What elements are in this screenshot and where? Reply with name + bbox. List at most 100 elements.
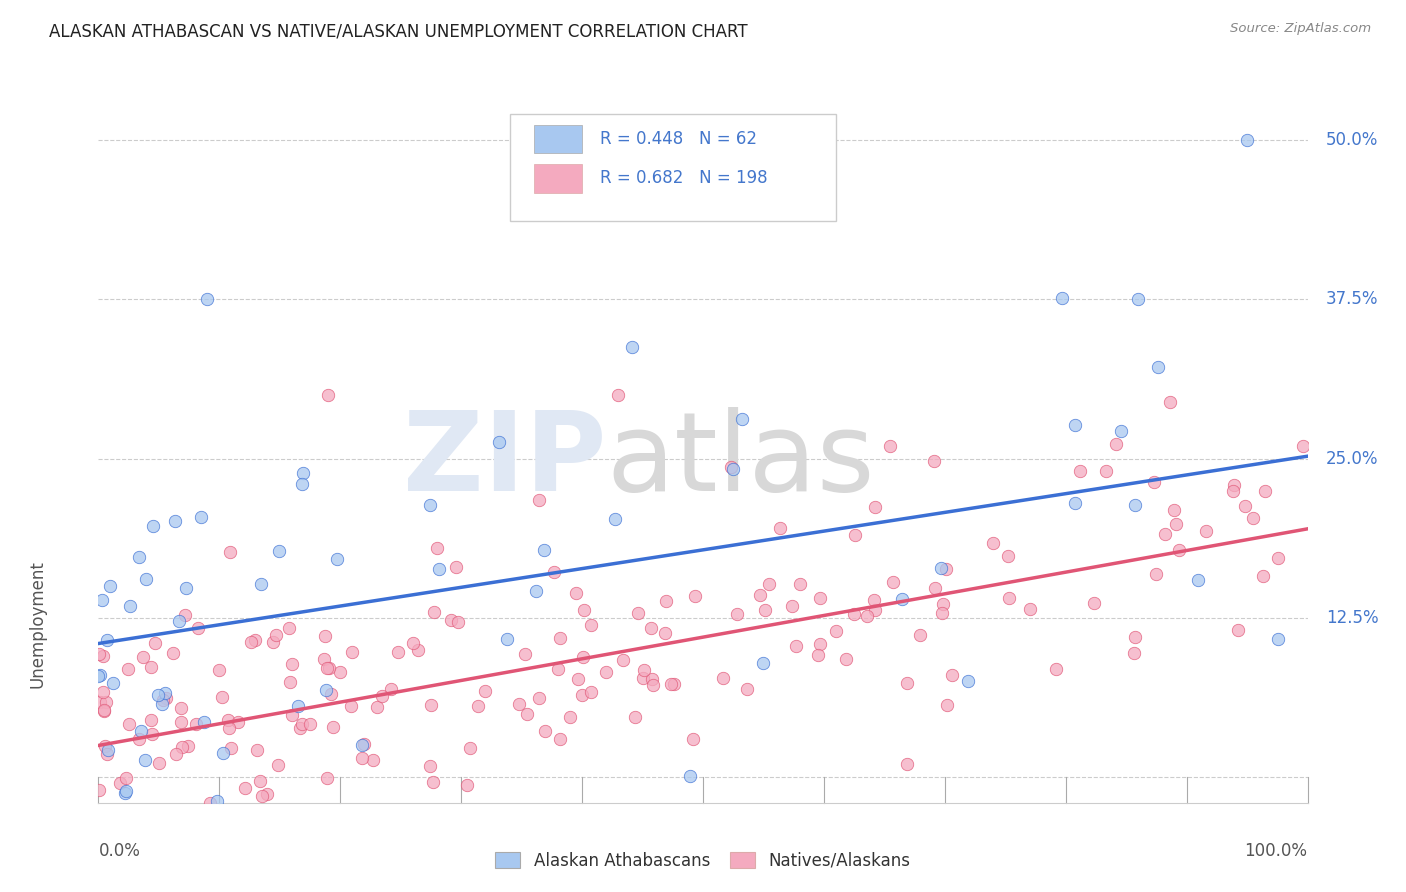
Point [208, 663, 231, 677]
Point [683, 589, 706, 603]
Text: ALASKAN ATHABASCAN VS NATIVE/ALASKAN UNEMPLOYMENT CORRELATION CHART: ALASKAN ATHABASCAN VS NATIVE/ALASKAN UNE… [49, 22, 748, 40]
Point [1083, 596, 1105, 610]
Point [91, 648, 114, 663]
Point [935, 561, 957, 575]
Point [236, 820, 259, 834]
Point [96, 633, 118, 648]
Point [371, 689, 394, 703]
Text: 0.0%: 0.0% [98, 842, 141, 860]
Point [1105, 437, 1128, 451]
Point [420, 698, 443, 712]
Point [425, 829, 447, 843]
Point [219, 545, 242, 559]
Point [211, 746, 233, 760]
Point [193, 714, 215, 729]
Point [94, 739, 117, 754]
Point [246, 743, 269, 757]
Point [789, 576, 811, 591]
Point [419, 758, 441, 772]
Point [631, 671, 654, 685]
Point [1143, 475, 1166, 489]
Point [173, 608, 195, 623]
Point [165, 515, 187, 529]
Point [749, 589, 772, 603]
Point [444, 560, 467, 574]
Point [1291, 439, 1313, 453]
Point [135, 572, 157, 586]
Point [835, 652, 858, 666]
Point [1159, 395, 1181, 409]
Point [655, 594, 678, 608]
FancyBboxPatch shape [534, 125, 582, 153]
Text: Unemployment: Unemployment [30, 560, 46, 689]
Point [721, 462, 744, 476]
Point [595, 665, 617, 679]
Point [156, 851, 179, 865]
Point [808, 591, 831, 606]
Point [321, 824, 343, 838]
Point [941, 668, 963, 682]
Point [108, 776, 131, 790]
Point [844, 528, 866, 542]
Point [278, 675, 301, 690]
Point [139, 713, 162, 727]
Point [1236, 133, 1258, 147]
Point [932, 597, 955, 611]
Point [98, 579, 121, 593]
Point [1064, 418, 1087, 433]
Point [406, 642, 429, 657]
Point [170, 740, 193, 755]
Point [720, 459, 742, 474]
Point [114, 771, 136, 785]
Point [1144, 566, 1167, 581]
Point [659, 677, 682, 691]
Point [725, 607, 748, 621]
Point [423, 606, 446, 620]
Text: Source: ZipAtlas.com: Source: ZipAtlas.com [1230, 22, 1371, 36]
Point [754, 603, 776, 617]
Point [267, 758, 290, 772]
Text: R = 0.682   N = 198: R = 0.682 N = 198 [600, 169, 768, 187]
Point [1166, 516, 1188, 531]
Point [128, 731, 150, 746]
Point [780, 599, 803, 614]
Point [1128, 293, 1150, 307]
Point [1254, 483, 1277, 498]
Point [249, 842, 271, 856]
Point [139, 660, 162, 674]
Point [190, 510, 212, 524]
Point [571, 133, 593, 147]
Point [97, 743, 120, 757]
Point [527, 690, 550, 705]
Point [226, 715, 249, 730]
Point [1226, 623, 1249, 637]
Point [288, 721, 311, 735]
Point [808, 637, 831, 651]
Point [134, 753, 156, 767]
Point [177, 739, 200, 753]
Point [785, 639, 807, 653]
Point [825, 624, 848, 639]
Point [516, 706, 538, 721]
Point [93, 704, 115, 718]
Point [547, 662, 569, 676]
Point [574, 602, 596, 616]
Point [249, 773, 271, 788]
Text: 37.5%: 37.5% [1326, 291, 1378, 309]
Point [87, 847, 110, 861]
Point [1194, 524, 1216, 538]
Point [488, 434, 510, 449]
Point [1163, 503, 1185, 517]
Point [1233, 499, 1256, 513]
Point [1147, 359, 1170, 374]
Point [1187, 573, 1209, 587]
Point [184, 717, 207, 731]
Point [467, 699, 489, 714]
Point [117, 662, 139, 676]
Point [329, 665, 352, 680]
Point [269, 544, 291, 558]
Point [218, 721, 240, 735]
Point [270, 851, 292, 865]
Point [1094, 464, 1116, 478]
Point [640, 621, 662, 635]
